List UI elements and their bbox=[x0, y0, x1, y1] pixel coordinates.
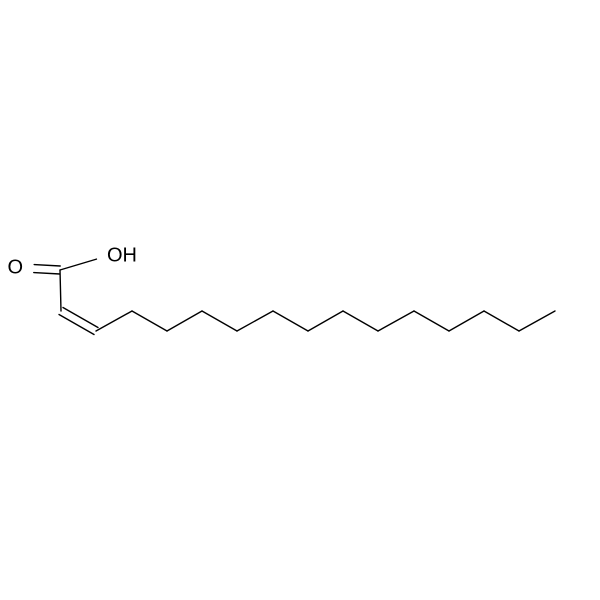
bond-line bbox=[237, 311, 273, 331]
bond-line bbox=[34, 273, 60, 274]
bond-line bbox=[202, 311, 237, 331]
bond-line bbox=[308, 311, 343, 331]
bond-line bbox=[60, 259, 96, 270]
bond-line bbox=[378, 311, 414, 331]
bond-line bbox=[132, 311, 167, 331]
bond-line bbox=[167, 311, 202, 331]
bond-line bbox=[343, 311, 378, 331]
bond-line bbox=[96, 311, 132, 331]
bond-line bbox=[414, 311, 449, 331]
bond-line bbox=[34, 265, 60, 266]
bond-line bbox=[519, 311, 555, 331]
bond-line bbox=[449, 311, 484, 331]
bond-line bbox=[63, 308, 98, 328]
bond-line bbox=[59, 314, 94, 334]
bond-line bbox=[484, 311, 519, 331]
atom-label-oh: OH bbox=[107, 244, 137, 266]
molecule-diagram: O OH bbox=[0, 0, 600, 600]
bond-line bbox=[273, 311, 308, 331]
atom-label-o1: O bbox=[7, 256, 23, 278]
bond-line bbox=[60, 270, 61, 311]
